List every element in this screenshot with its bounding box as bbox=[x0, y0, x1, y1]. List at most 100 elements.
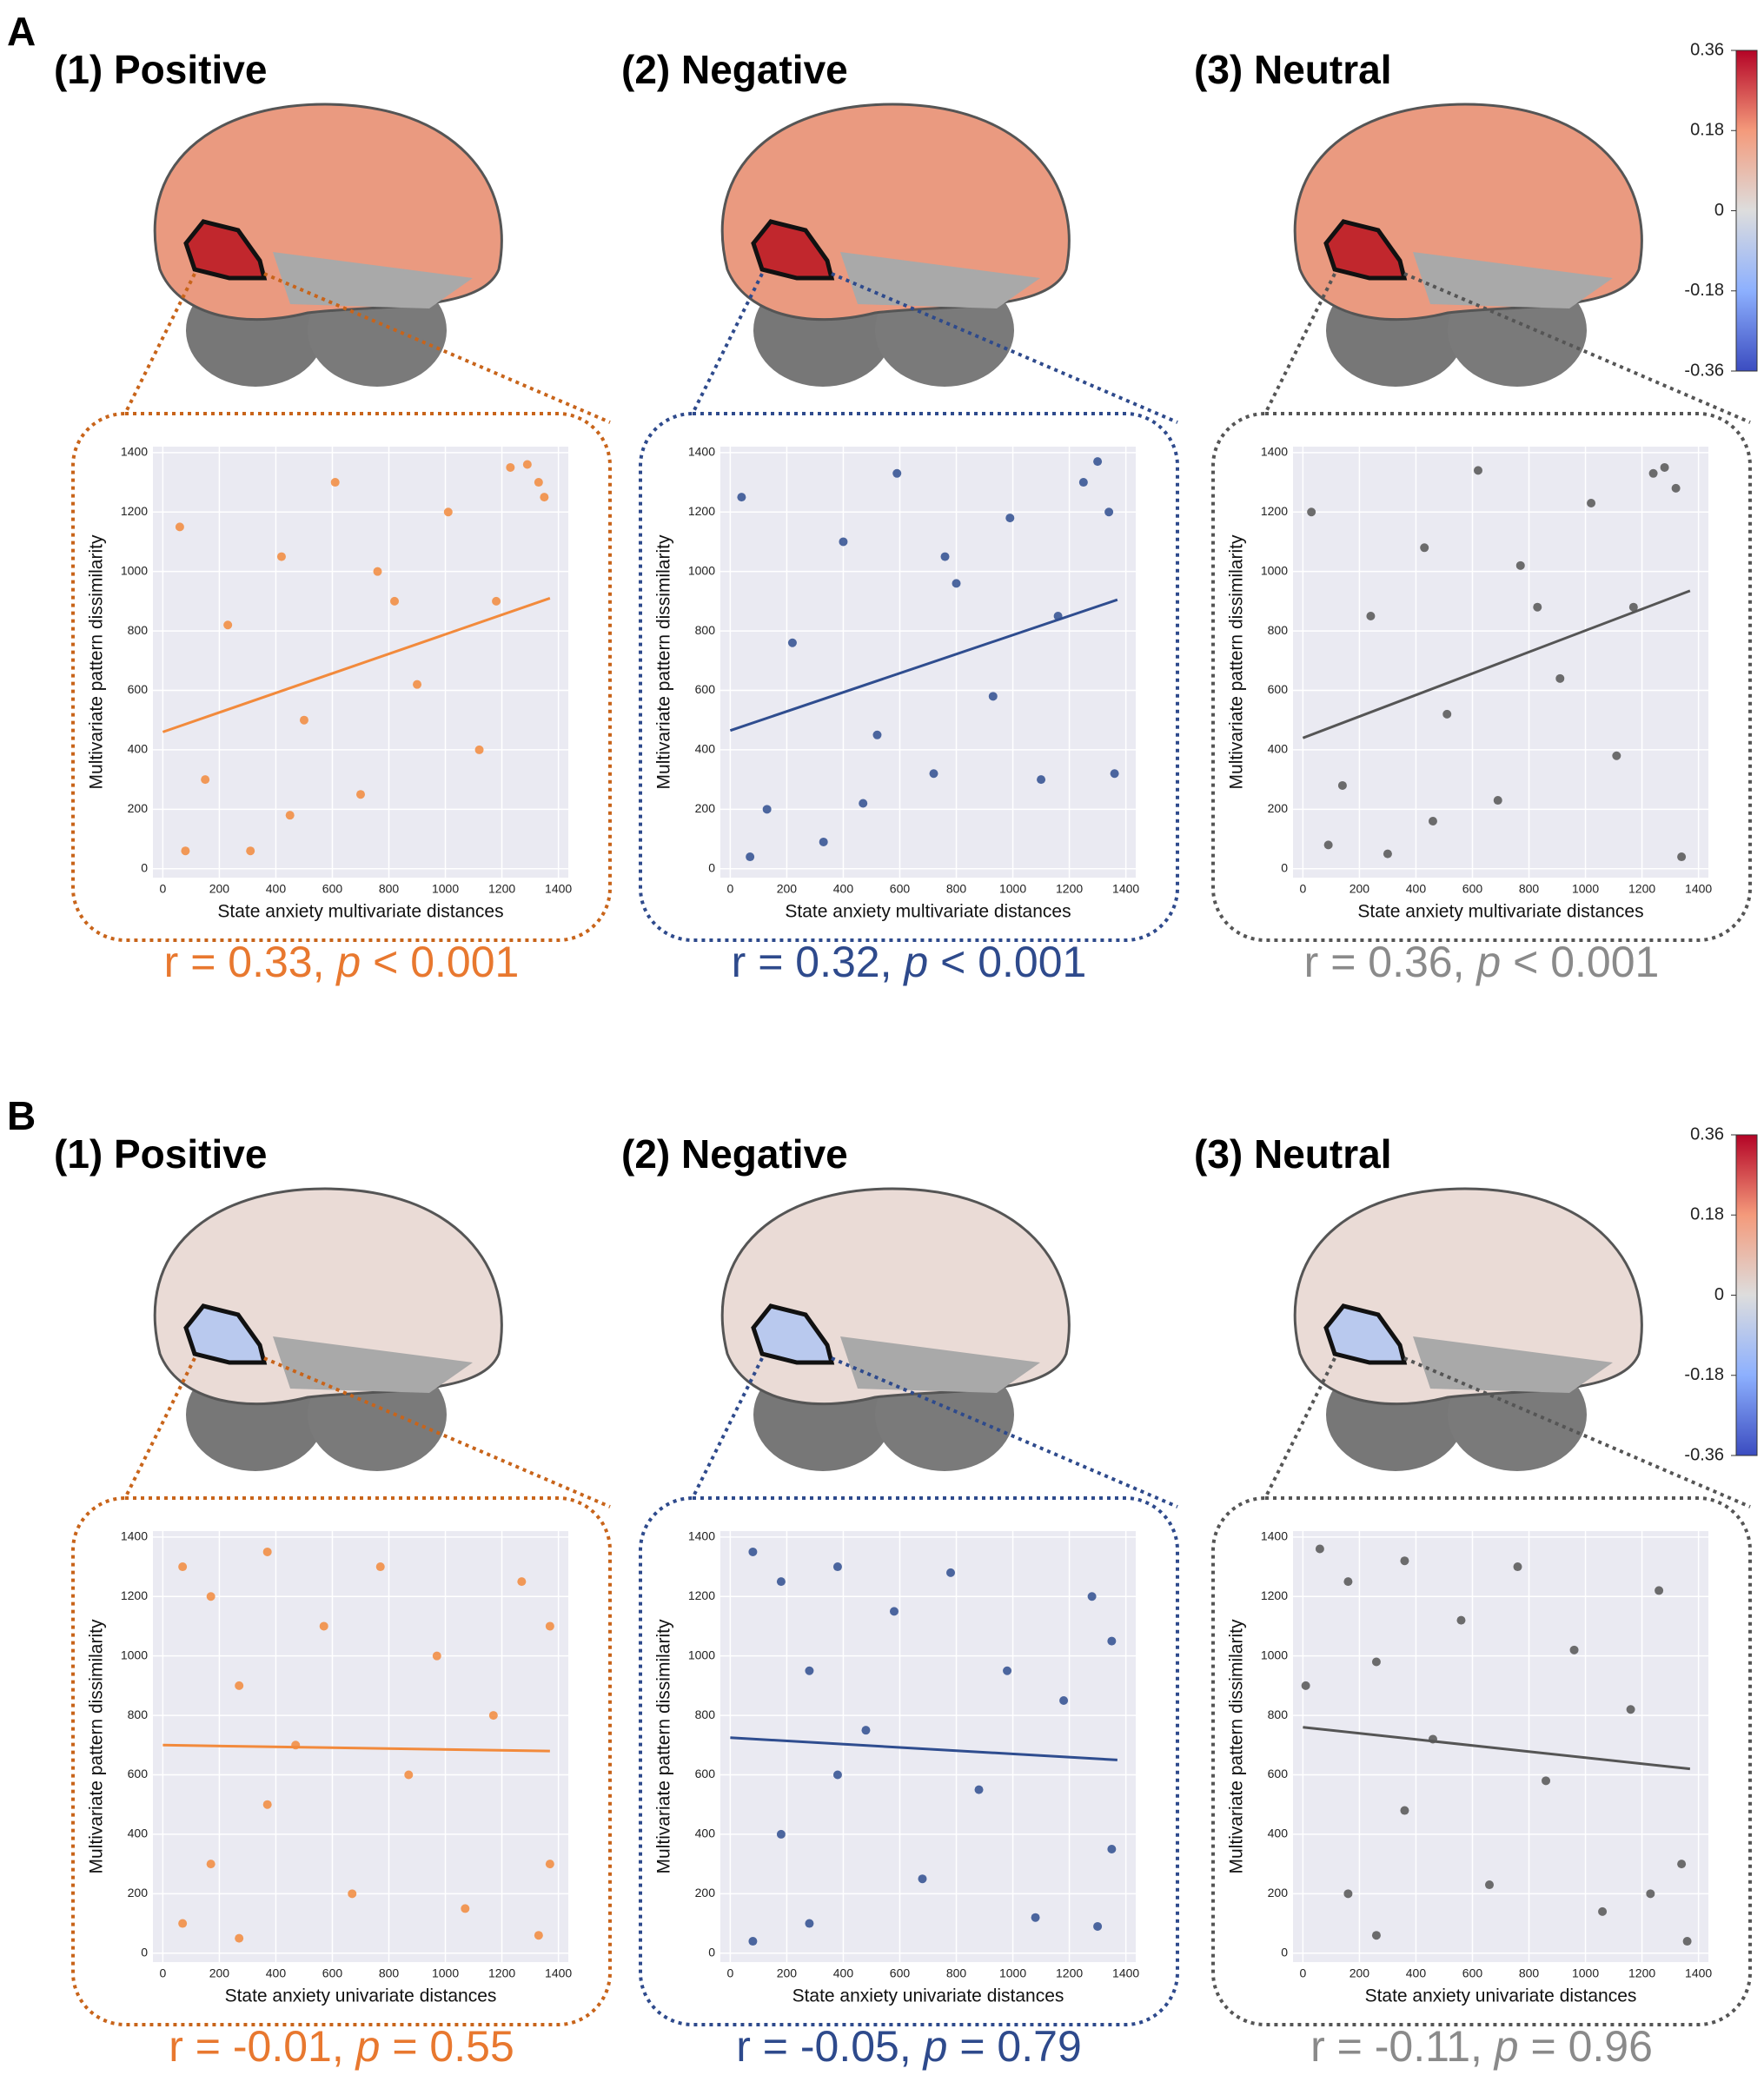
y-tick-label: 400 bbox=[1268, 1827, 1289, 1840]
x-tick-label: 200 bbox=[1350, 882, 1370, 896]
subpanel: (2) Negative 0 200 400 600 800 1000 1200 1400 0 20… bbox=[621, 1131, 1179, 2071]
point bbox=[181, 846, 190, 856]
point bbox=[1598, 1906, 1608, 1916]
point bbox=[1420, 543, 1429, 553]
point bbox=[929, 769, 938, 779]
y-tick-label: 400 bbox=[1268, 742, 1289, 756]
y-tick-label: 400 bbox=[695, 742, 716, 756]
point bbox=[1037, 775, 1046, 785]
subpanel: (2) Negative 0 200 400 600 800 1000 1200 1400 0 20… bbox=[621, 47, 1179, 986]
point bbox=[461, 1904, 470, 1913]
point bbox=[988, 692, 998, 701]
y-tick-label: 1400 bbox=[121, 445, 148, 459]
point bbox=[235, 1933, 244, 1943]
point bbox=[861, 1726, 871, 1735]
point bbox=[1107, 1845, 1117, 1854]
x-tick-label: 1400 bbox=[545, 1966, 572, 1980]
x-tick-label: 1400 bbox=[1112, 882, 1139, 896]
x-tick-label: 400 bbox=[833, 882, 854, 896]
point bbox=[1003, 1666, 1012, 1675]
point bbox=[1646, 1889, 1655, 1899]
point bbox=[787, 638, 797, 647]
x-axis-label: State anxiety univariate distances bbox=[792, 1986, 1064, 2006]
y-tick-label: 1200 bbox=[1261, 1588, 1288, 1602]
x-tick-label: 1000 bbox=[432, 1966, 459, 1980]
point bbox=[262, 1800, 272, 1809]
point bbox=[1059, 1695, 1069, 1705]
point bbox=[522, 460, 532, 469]
y-tick-label: 1200 bbox=[121, 504, 148, 518]
y-tick-label: 0 bbox=[141, 860, 148, 874]
stat-text: r = -0.05, p = 0.79 bbox=[736, 2022, 1082, 2071]
x-tick-label: 1000 bbox=[1572, 882, 1599, 896]
plot-area bbox=[1293, 1531, 1708, 1962]
subpanel: (3) Neutral 0 200 400 600 800 1000 1200 1400 0 200… bbox=[1194, 47, 1752, 986]
stat-text: r = 0.36, p < 0.001 bbox=[1304, 938, 1660, 986]
point bbox=[1555, 673, 1565, 683]
panel-label: A bbox=[7, 9, 36, 54]
point bbox=[952, 579, 961, 588]
colorbar-tick-label: 0.36 bbox=[1690, 1124, 1724, 1144]
colorbar-tick-label: 0.18 bbox=[1690, 121, 1724, 140]
subpanel-title: (3) Neutral bbox=[1194, 47, 1391, 92]
point bbox=[832, 1562, 842, 1572]
colorbar-tick-label: -0.36 bbox=[1684, 1445, 1724, 1464]
point bbox=[517, 1577, 527, 1587]
y-tick-label: 1000 bbox=[121, 563, 148, 577]
y-tick-label: 0 bbox=[1281, 1945, 1288, 1959]
x-tick-label: 800 bbox=[379, 1966, 400, 1980]
point bbox=[940, 552, 950, 561]
x-tick-label: 1400 bbox=[545, 882, 572, 896]
point bbox=[1371, 1931, 1381, 1940]
x-tick-label: 0 bbox=[726, 882, 733, 896]
x-tick-label: 1200 bbox=[488, 882, 515, 896]
point bbox=[299, 715, 308, 725]
point bbox=[404, 1770, 414, 1780]
stat-p: p bbox=[1493, 2022, 1519, 2071]
stat-r: r = -0.01, bbox=[169, 2022, 355, 2071]
stat-text: r = 0.32, p < 0.001 bbox=[732, 938, 1087, 986]
y-tick-label: 400 bbox=[128, 742, 149, 756]
point bbox=[178, 1919, 188, 1928]
colorbar bbox=[1735, 50, 1758, 372]
connector bbox=[123, 273, 196, 414]
y-tick-label: 0 bbox=[708, 860, 715, 874]
point bbox=[375, 1562, 385, 1572]
connector bbox=[263, 1356, 611, 1508]
point bbox=[1366, 611, 1376, 620]
point bbox=[748, 1547, 758, 1556]
x-tick-label: 0 bbox=[159, 882, 166, 896]
point bbox=[918, 1874, 927, 1884]
y-tick-label: 800 bbox=[1268, 623, 1289, 637]
x-tick-label: 800 bbox=[1519, 882, 1540, 896]
stat-rest: < 0.001 bbox=[1501, 938, 1659, 986]
y-tick-label: 200 bbox=[695, 801, 716, 815]
point bbox=[746, 852, 755, 862]
connector bbox=[691, 1357, 764, 1499]
y-tick-label: 1000 bbox=[1261, 563, 1288, 577]
point bbox=[201, 775, 210, 785]
point bbox=[1456, 1615, 1466, 1625]
stat-r: r = -0.11, bbox=[1310, 2022, 1495, 2071]
y-axis-label: Multivariate pattern dissimilarity bbox=[87, 534, 107, 789]
y-tick-label: 1400 bbox=[688, 1529, 715, 1543]
point bbox=[1515, 560, 1525, 570]
point bbox=[545, 1860, 554, 1869]
point bbox=[1104, 507, 1114, 517]
x-tick-label: 800 bbox=[379, 882, 400, 896]
point bbox=[276, 552, 286, 561]
colorbar-tick-label: 0.18 bbox=[1690, 1205, 1724, 1224]
connector bbox=[123, 1357, 196, 1499]
connector bbox=[831, 1356, 1178, 1508]
point bbox=[1031, 1913, 1040, 1922]
stat-r: r = 0.36, bbox=[1304, 938, 1477, 986]
connector bbox=[831, 272, 1178, 424]
point bbox=[488, 1711, 498, 1721]
connector bbox=[691, 273, 764, 414]
point bbox=[373, 567, 382, 576]
x-axis-label: State anxiety univariate distances bbox=[1365, 1986, 1637, 2006]
y-axis-label: Multivariate pattern dissimilarity bbox=[87, 1619, 107, 1873]
subpanel-title: (1) Positive bbox=[54, 1131, 267, 1177]
point bbox=[545, 1621, 554, 1631]
